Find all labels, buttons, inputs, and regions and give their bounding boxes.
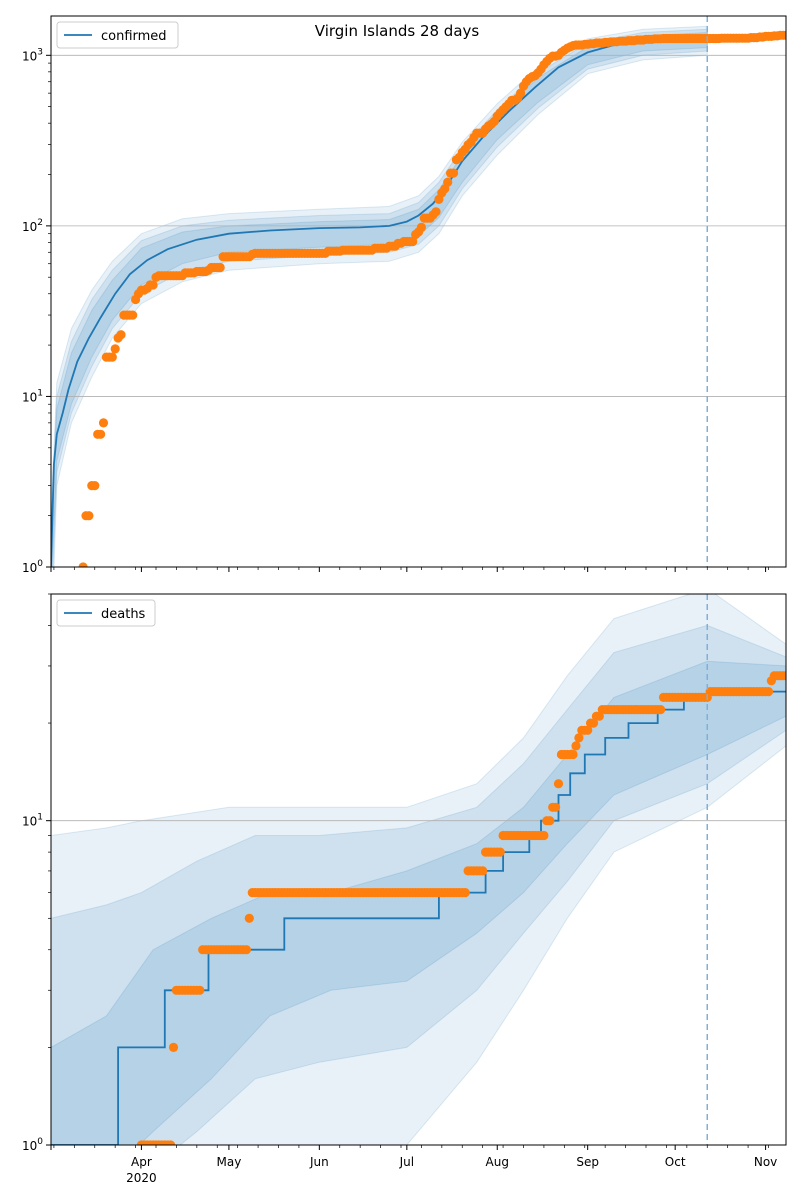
observed-point <box>568 749 578 760</box>
observed-point <box>571 741 581 751</box>
y-tick-label: 101 <box>22 813 43 829</box>
observed-point <box>656 705 666 715</box>
y-tick-label: 101 <box>22 388 43 404</box>
x-tick-label: Oct <box>665 1155 686 1169</box>
y-tick-label: 100 <box>22 1137 43 1153</box>
x-tick-label: Apr <box>131 1155 152 1169</box>
x-tick-label: Jun <box>309 1155 329 1169</box>
observed-point <box>583 725 593 735</box>
observed-point <box>539 830 549 841</box>
x-year-label: 2020 <box>126 1171 157 1185</box>
legend-box <box>56 599 156 627</box>
observed-point <box>516 88 526 98</box>
legend: confirmed <box>56 21 179 49</box>
observed-point <box>443 177 453 187</box>
axes-frame <box>50 593 787 1146</box>
x-tick-label: Sep <box>576 1155 599 1169</box>
x-tick-label: May <box>217 1155 242 1169</box>
observed-point <box>431 207 441 217</box>
x-tick-label: Jul <box>399 1155 414 1169</box>
observed-point <box>416 222 426 232</box>
observed-point <box>215 262 225 273</box>
figure-title: Virgin Islands 28 days <box>315 22 480 40</box>
observed-point <box>148 280 158 290</box>
observed-point <box>408 236 418 247</box>
observed-point <box>763 687 774 697</box>
legend: deaths <box>56 599 156 627</box>
observed-point <box>781 671 786 681</box>
observed-point <box>168 1042 179 1052</box>
observed-point <box>588 718 599 728</box>
legend-label: confirmed <box>101 29 167 44</box>
observed-point <box>244 913 254 923</box>
observed-point <box>84 511 94 521</box>
observed-point <box>107 352 117 362</box>
observed-point <box>478 866 488 876</box>
axes-frame <box>50 15 787 568</box>
series-line-deaths <box>51 690 786 1145</box>
y-tick-label: 103 <box>22 47 43 63</box>
observed-point <box>128 310 138 320</box>
observed-point <box>495 847 505 857</box>
observed-point <box>116 330 126 340</box>
observed-point <box>96 429 106 439</box>
observed-point <box>166 1140 176 1145</box>
y-tick-label: 100 <box>22 559 43 575</box>
observed-point <box>460 888 470 898</box>
series-line-confirmed <box>51 37 786 567</box>
observed-point <box>241 945 251 955</box>
observed-point <box>90 481 100 491</box>
observed-point <box>551 802 561 812</box>
confirmed-panel: 100 101 102 103 confirmed <box>22 15 787 575</box>
uncertainty-band-1 <box>51 594 786 1145</box>
plot-area <box>51 594 786 1145</box>
observed-point <box>110 344 120 354</box>
deaths-panel: 100 101 Apr May Jun Jul Aug Sep Oct Nov 2020 deaths <box>22 593 787 1185</box>
x-tick-label: Nov <box>754 1155 777 1169</box>
y-tick-label: 102 <box>22 218 43 234</box>
observed-point <box>448 168 459 178</box>
plot-area <box>51 25 786 567</box>
observed-point <box>545 816 555 826</box>
observed-point <box>781 30 786 40</box>
legend-box <box>56 21 179 49</box>
x-tick-label: Aug <box>486 1155 509 1169</box>
observed-point <box>574 733 584 743</box>
observed-point <box>98 418 109 428</box>
legend-label: deaths <box>101 607 146 622</box>
observed-point <box>195 985 205 995</box>
observed-point <box>553 779 564 789</box>
observed-point <box>78 562 88 567</box>
